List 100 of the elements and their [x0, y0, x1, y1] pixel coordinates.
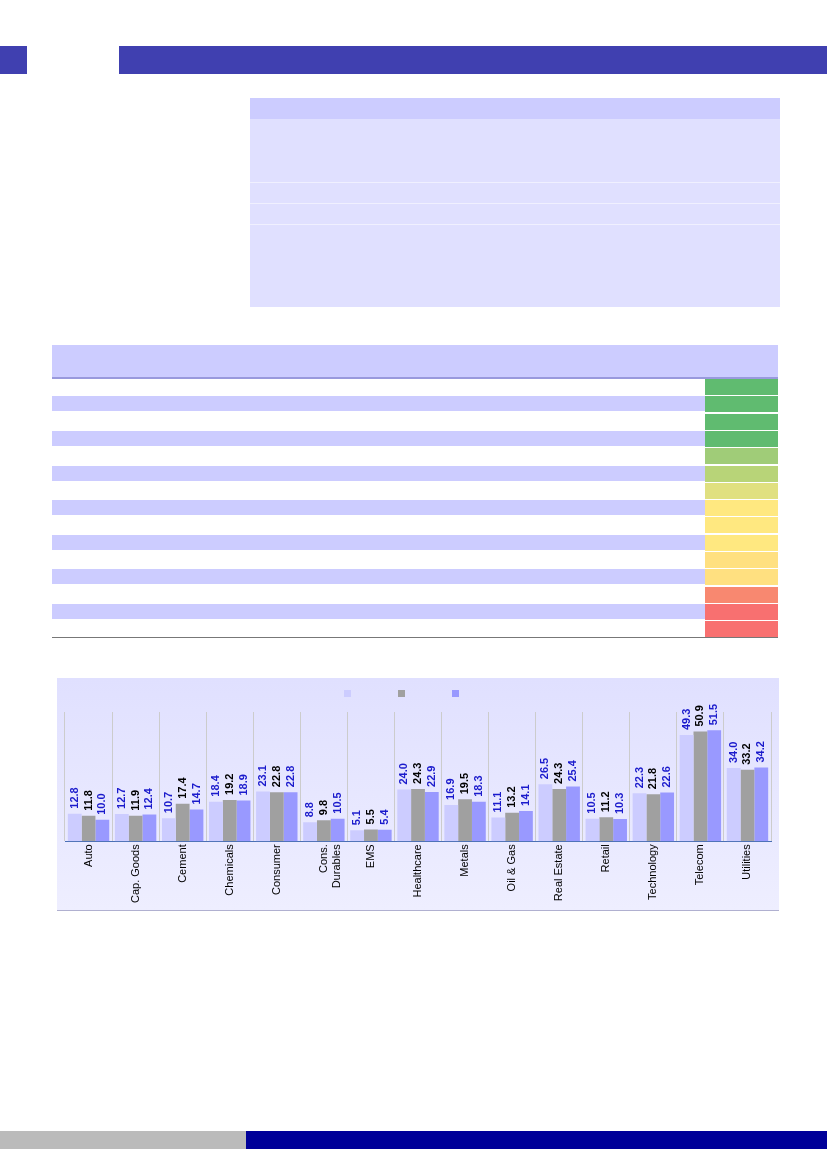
data-label: 11.2 [599, 791, 612, 813]
data-label: 26.5 [538, 757, 551, 780]
data-label: 13.2 [505, 786, 518, 808]
bar [411, 788, 425, 842]
x-tick-label: Cons. Durables [316, 843, 343, 889]
x-tick-label: Utilities [740, 843, 753, 880]
data-label: 12.7 [114, 787, 127, 809]
x-tick-label: Cap. Goods [128, 843, 141, 903]
bar [585, 818, 600, 842]
bar [519, 810, 533, 842]
x-tick-label: Oil & Gas [505, 843, 518, 892]
bar [491, 817, 506, 842]
bar [377, 829, 392, 842]
data-label: 24.3 [411, 762, 424, 784]
data-label: 50.9 [693, 705, 706, 727]
x-tick-label: Real Estate [552, 844, 565, 902]
data-label: 10.3 [613, 792, 626, 815]
bar [552, 788, 567, 842]
bar [330, 818, 345, 842]
data-label: 11.9 [128, 789, 141, 811]
data-label: 12.4 [142, 787, 155, 810]
bar [209, 801, 223, 842]
bar [364, 829, 378, 842]
data-label: 11.1 [491, 791, 504, 813]
data-label: 10.5 [585, 792, 598, 814]
bar [161, 818, 176, 842]
bar [350, 830, 365, 842]
x-tick-label: Auto [81, 844, 94, 867]
bar [566, 786, 580, 842]
data-label: 18.4 [208, 774, 221, 797]
data-label: 10.5 [330, 792, 343, 814]
x-tick-label: Metals [458, 843, 471, 877]
bar [632, 793, 647, 842]
bar [397, 789, 412, 842]
bar [538, 784, 553, 842]
data-label: 25.4 [566, 759, 579, 782]
data-label: 5.4 [377, 808, 390, 825]
bar [236, 800, 251, 842]
x-tick-label: Technology [646, 843, 659, 900]
bar [599, 817, 614, 842]
bar [707, 730, 722, 842]
data-label: 24.0 [397, 763, 410, 785]
bar [444, 804, 459, 842]
data-label: 34.0 [726, 741, 739, 764]
bar [222, 799, 237, 842]
bar [726, 768, 741, 842]
bar [646, 794, 661, 842]
x-tick-label: Cement [175, 844, 188, 883]
bar [81, 815, 96, 842]
data-label: 22.8 [283, 765, 296, 788]
data-label: 16.9 [444, 778, 457, 800]
data-label: 24.3 [552, 762, 565, 784]
bar [303, 822, 317, 842]
data-label: 23.1 [256, 765, 269, 787]
data-label: 19.2 [222, 773, 235, 795]
bar [269, 792, 284, 842]
bar [67, 813, 82, 842]
data-label: 49.3 [679, 708, 692, 731]
data-label: 11.8 [81, 790, 94, 811]
bar [142, 814, 157, 842]
bar [283, 792, 298, 842]
data-label: 22.3 [632, 766, 645, 789]
bar [505, 812, 520, 842]
bar [424, 791, 439, 842]
bar [660, 792, 675, 842]
bar [256, 791, 270, 842]
data-label: 34.2 [754, 741, 767, 763]
bar [471, 801, 486, 842]
data-label: 22.8 [269, 765, 282, 788]
x-tick-label: Chemicals [222, 843, 235, 896]
data-label: 8.8 [303, 802, 316, 818]
data-label: 17.4 [175, 776, 188, 799]
data-label: 14.1 [518, 784, 531, 806]
data-label: 18.3 [471, 775, 484, 797]
bar [458, 799, 472, 842]
data-label: 5.5 [363, 809, 376, 825]
x-tick-label: Consumer [269, 843, 282, 896]
data-label: 10.0 [95, 793, 108, 815]
data-label: 12.8 [67, 787, 80, 809]
data-label: 9.8 [316, 799, 329, 816]
bar [95, 819, 110, 842]
data-label: 18.9 [236, 774, 249, 796]
bar [740, 769, 755, 842]
x-tick-label: EMS [363, 844, 376, 869]
data-label: 5.1 [350, 810, 363, 826]
bar [128, 815, 143, 842]
data-label: 22.6 [660, 766, 673, 788]
data-label: 51.5 [707, 703, 720, 726]
data-label: 33.2 [740, 743, 753, 765]
data-label: 22.9 [424, 765, 437, 787]
bar [679, 735, 694, 842]
data-label: 10.7 [161, 791, 174, 814]
x-tick-label: Healthcare [411, 844, 424, 898]
bar [613, 819, 627, 842]
data-label: 21.8 [646, 767, 659, 790]
bar [175, 803, 190, 842]
bar [189, 809, 204, 842]
data-label: 14.7 [189, 783, 202, 805]
x-tick-label: Retail [599, 844, 612, 873]
bar [693, 731, 708, 842]
